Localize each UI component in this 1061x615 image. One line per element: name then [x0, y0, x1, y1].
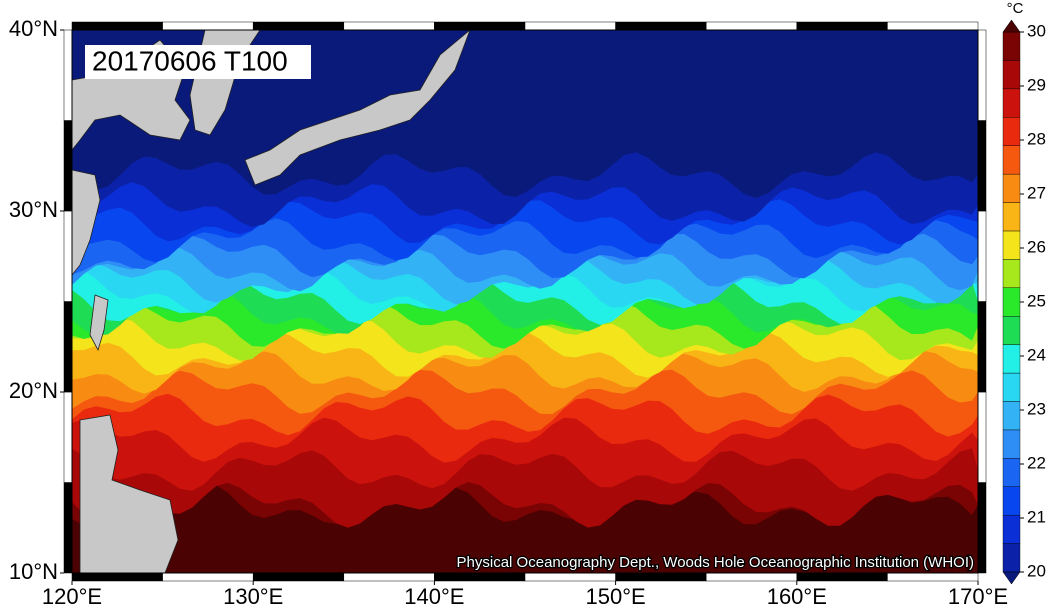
frame-segment — [705, 21, 798, 31]
colorbar-tick-label: 21 — [1027, 507, 1046, 526]
colorbar-segment — [1002, 429, 1021, 459]
colorbar-max-arrow — [1002, 19, 1021, 33]
frame-segment — [977, 120, 987, 212]
colorbar-segment — [1002, 259, 1021, 288]
frame-segment — [162, 572, 254, 582]
y-tick-label: 40°N — [9, 16, 58, 41]
x-tick-label: 120°E — [42, 584, 102, 609]
map-frame: 120°E 130°E 140°E 150°E 160°E 170°E 10°N 20°N 30… — [9, 16, 1008, 609]
x-tick-label: 150°E — [586, 584, 646, 609]
colorbar-segment — [1002, 287, 1021, 317]
frame-segment — [977, 29, 987, 121]
colorbar: 20 21 22 23 24 25 26 27 28 29 30 — [1002, 19, 1046, 585]
frame-segment — [71, 572, 163, 582]
colorbar-min-arrow — [1002, 571, 1021, 585]
frame-segment — [343, 21, 435, 31]
frame-segment — [977, 301, 987, 393]
plot-border — [71, 29, 979, 574]
land-china-coast — [72, 169, 101, 276]
colorbar-tick-label: 25 — [1027, 291, 1046, 310]
land-taiwan — [89, 294, 109, 352]
colorbar-segment — [1002, 458, 1021, 487]
frame-segment — [977, 482, 987, 574]
colorbar-segment — [1002, 145, 1021, 175]
frame-segment — [887, 21, 979, 31]
frame-segment — [977, 391, 987, 483]
y-tick-label: 30°N — [9, 197, 58, 222]
frame-segment — [162, 21, 254, 31]
frame-segment — [63, 482, 73, 574]
colorbar-tick-label: 23 — [1027, 399, 1046, 418]
colorbar-tick-label: 24 — [1027, 345, 1046, 364]
colorbar-segment — [1002, 173, 1021, 203]
y-tick-label: 20°N — [9, 378, 58, 403]
land-japan — [244, 30, 471, 186]
colorbar-tick-label: 22 — [1027, 453, 1046, 472]
x-tick-label: 170°E — [948, 584, 1008, 609]
frame-segment — [63, 391, 73, 483]
colorbar-segment — [1002, 486, 1021, 516]
colorbar-segment — [1002, 401, 1021, 431]
frame-segment — [71, 21, 163, 31]
x-tick-label: 140°E — [404, 584, 464, 609]
colorbar-tick-label: 26 — [1027, 237, 1046, 256]
frame-segment — [796, 21, 888, 31]
colorbar-segment — [1002, 31, 1021, 61]
colorbar-segment — [1002, 344, 1021, 374]
colorbar-segment — [1002, 514, 1021, 544]
colorbar-tick-label: 20 — [1027, 561, 1046, 580]
colorbar-tick-label: 30 — [1027, 21, 1046, 40]
frame-segment — [63, 29, 73, 121]
colorbar-tick-label: 27 — [1027, 183, 1046, 202]
frame-segment — [524, 572, 616, 582]
frame-segment — [252, 21, 345, 31]
colorbar-segment — [1002, 316, 1021, 345]
colorbar-segment — [1002, 202, 1021, 232]
label-box — [85, 45, 311, 79]
frame-segment — [887, 572, 979, 582]
x-tick-label: 130°E — [223, 584, 283, 609]
map-label: 20170606 T100 — [92, 45, 288, 76]
colorbar-unit: °C — [1007, 0, 1024, 17]
colorbar-segment — [1002, 372, 1021, 402]
colorbar-tick-label: 28 — [1027, 129, 1046, 148]
colorbar-segment — [1002, 230, 1021, 260]
frame-segment — [63, 120, 73, 212]
frame-segment — [977, 210, 987, 302]
y-tick-label: 10°N — [9, 559, 58, 584]
frame-segment — [63, 210, 73, 302]
x-tick-label: 160°E — [767, 584, 827, 609]
frame-segment — [252, 572, 345, 582]
frame-segment — [615, 21, 707, 31]
land-philippines — [79, 414, 179, 573]
frame-segment — [705, 572, 798, 582]
frame-segment — [343, 572, 435, 582]
frame-segment — [796, 572, 888, 582]
colorbar-tick-label: 29 — [1027, 75, 1046, 94]
frame-segment — [63, 301, 73, 393]
colorbar-segment — [1002, 117, 1021, 146]
colorbar-segment — [1002, 88, 1021, 118]
frame-segment — [524, 21, 616, 31]
frame-segment — [615, 572, 707, 582]
frame-segment — [434, 21, 526, 31]
colorbar-segment — [1002, 60, 1021, 90]
colorbar-segment — [1002, 543, 1021, 573]
frame-segment — [434, 572, 526, 582]
credit: Physical Oceanography Dept., Woods Hole … — [457, 554, 974, 571]
